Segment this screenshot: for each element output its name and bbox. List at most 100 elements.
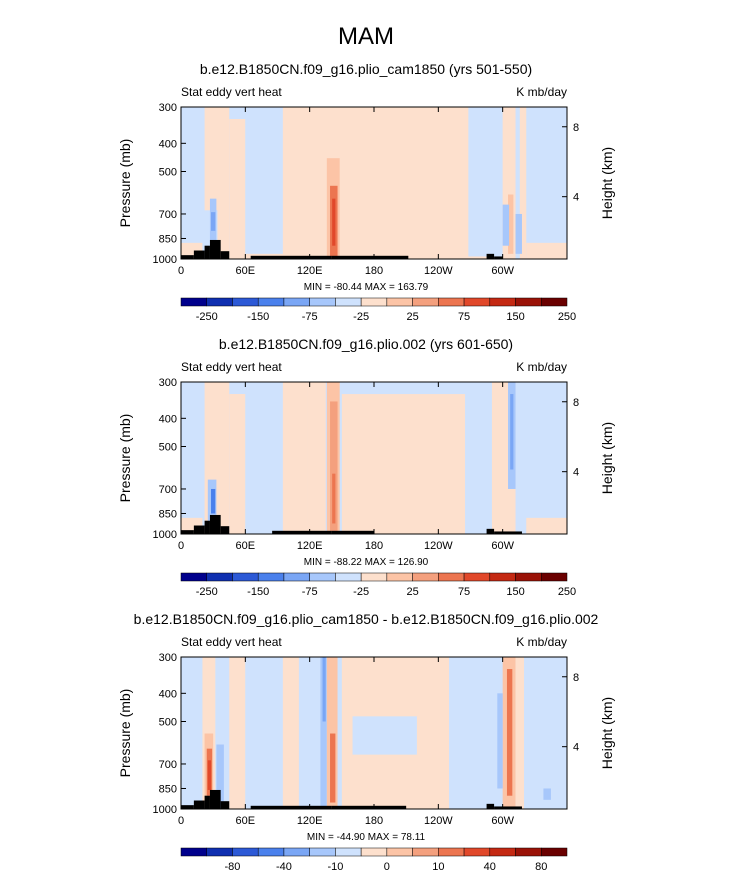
- contour-band: [497, 693, 503, 789]
- colorbar-label: -150: [247, 586, 269, 598]
- y-tick-label: 1000: [153, 804, 177, 816]
- colorbar-label: -250: [196, 586, 218, 598]
- panel-1-colorbar: [180, 297, 568, 307]
- land-block: [193, 525, 205, 534]
- panel-1-min-max: MIN = -80.44 MAX = 163.79: [304, 282, 429, 293]
- y-tick-label: 500: [159, 441, 177, 453]
- contour-band: [526, 242, 567, 259]
- land-block: [204, 520, 210, 534]
- contour-band: [211, 212, 216, 231]
- contour-band: [293, 107, 326, 259]
- land-block: [209, 514, 221, 534]
- colorbar-swatch: [283, 297, 310, 307]
- colorbar-swatch: [438, 572, 465, 582]
- panel-1-land-mask: [181, 239, 503, 259]
- y-tick-label: 850: [159, 508, 177, 520]
- panel-2-land-mask: [181, 514, 522, 534]
- y-tick-label: 500: [159, 716, 177, 728]
- x-tick-label: 120E: [297, 265, 323, 277]
- x-tick-label: 60W: [491, 540, 514, 552]
- land-block: [331, 530, 374, 534]
- y-tick-label: 500: [159, 166, 177, 178]
- x-tick-label: 60W: [491, 265, 514, 277]
- x-tick-label: 60E: [236, 265, 256, 277]
- contour-band: [245, 657, 283, 809]
- panel-3-y2-ticks: 8 4: [562, 672, 579, 754]
- contour-band: [352, 716, 417, 755]
- panel-3-colorbar-labels: -80 -40 -10 0 10 40 80: [225, 861, 548, 873]
- colorbar-label: 80: [535, 861, 547, 873]
- panel-1-variable-label: Stat eddy vert heat: [181, 85, 282, 99]
- x-tick-label: 120E: [297, 540, 323, 552]
- panel-3-x-ticks: 0 60E 120E 180 120W 60W: [178, 657, 515, 827]
- contour-band: [510, 394, 514, 470]
- colorbar-swatch: [335, 847, 362, 857]
- colorbar-swatch: [386, 297, 413, 307]
- x-tick-label: 60E: [236, 815, 256, 827]
- colorbar-swatch: [180, 297, 207, 307]
- y-tick-label: 300: [159, 377, 177, 389]
- colorbar-label: 0: [384, 861, 390, 873]
- colorbar-swatch: [257, 572, 285, 582]
- colorbar-label: 10: [432, 861, 444, 873]
- contour-band: [502, 204, 510, 246]
- land-block: [331, 255, 409, 259]
- land-block: [220, 801, 230, 809]
- y-tick-label: 400: [159, 688, 177, 700]
- colorbar-label: -40: [276, 861, 292, 873]
- y2-tick-label: 8: [573, 397, 579, 409]
- colorbar-swatch: [206, 847, 233, 857]
- colorbar-swatch: [283, 847, 310, 857]
- contour-band: [207, 760, 212, 790]
- land-block: [486, 253, 495, 259]
- x-tick-label: 60E: [236, 540, 256, 552]
- land-block: [486, 528, 495, 534]
- panel-2-contour-field: [181, 382, 567, 534]
- contour-band: [526, 517, 567, 534]
- panel-3: b.e12.B1850CN.f09_g16.plio_cam1850 - b.e…: [117, 611, 615, 873]
- land-block: [331, 805, 407, 809]
- y-tick-label: 300: [159, 652, 177, 664]
- y-tick-label: 700: [159, 209, 177, 221]
- panel-2-y-axis-label: Pressure (mb): [117, 414, 133, 503]
- land-block: [272, 530, 332, 534]
- contour-band: [282, 657, 299, 809]
- colorbar-swatch: [309, 297, 336, 307]
- x-tick-label: 60W: [491, 815, 514, 827]
- y-tick-label: 700: [159, 759, 177, 771]
- panel-3-min-max: MIN = -44.90 MAX = 78.11: [307, 832, 426, 843]
- x-tick-label: 180: [365, 540, 383, 552]
- colorbar-swatch: [515, 572, 542, 582]
- panel-2-colorbar-labels: -250 -150 -75 -25 25 75 150 250: [196, 586, 576, 598]
- land-block: [486, 803, 495, 809]
- colorbar-label: -75: [302, 586, 318, 598]
- colorbar-swatch: [335, 572, 362, 582]
- colorbar-swatch: [541, 297, 568, 307]
- contour-band: [465, 382, 492, 534]
- colorbar-swatch: [360, 847, 388, 857]
- panel-3-y-axis-label: Pressure (mb): [117, 689, 133, 778]
- colorbar-swatch: [257, 847, 285, 857]
- colorbar-swatch: [412, 847, 439, 857]
- colorbar-swatch: [438, 847, 465, 857]
- contour-band: [341, 394, 466, 534]
- colorbar-swatch: [257, 297, 285, 307]
- contour-band: [245, 107, 283, 259]
- y-tick-label: 850: [159, 783, 177, 795]
- contour-band: [330, 401, 338, 532]
- panel-2-min-max: MIN = -88.22 MAX = 126.90: [304, 557, 429, 568]
- colorbar-label: 40: [484, 861, 496, 873]
- contour-band: [298, 657, 321, 809]
- colorbar-label: 150: [506, 311, 524, 323]
- land-block: [250, 255, 332, 259]
- panel-1-x-ticks: 0 60E 120E 180 120W 60W: [178, 107, 515, 277]
- colorbar-label: 25: [406, 311, 418, 323]
- contour-band: [229, 394, 246, 534]
- contour-band: [508, 194, 514, 254]
- land-block: [494, 531, 522, 534]
- colorbar-swatch: [438, 297, 465, 307]
- panel-3-colorbar: [180, 847, 568, 857]
- colorbar-swatch: [206, 297, 233, 307]
- y-tick-label: 300: [159, 102, 177, 114]
- contour-band: [468, 107, 503, 257]
